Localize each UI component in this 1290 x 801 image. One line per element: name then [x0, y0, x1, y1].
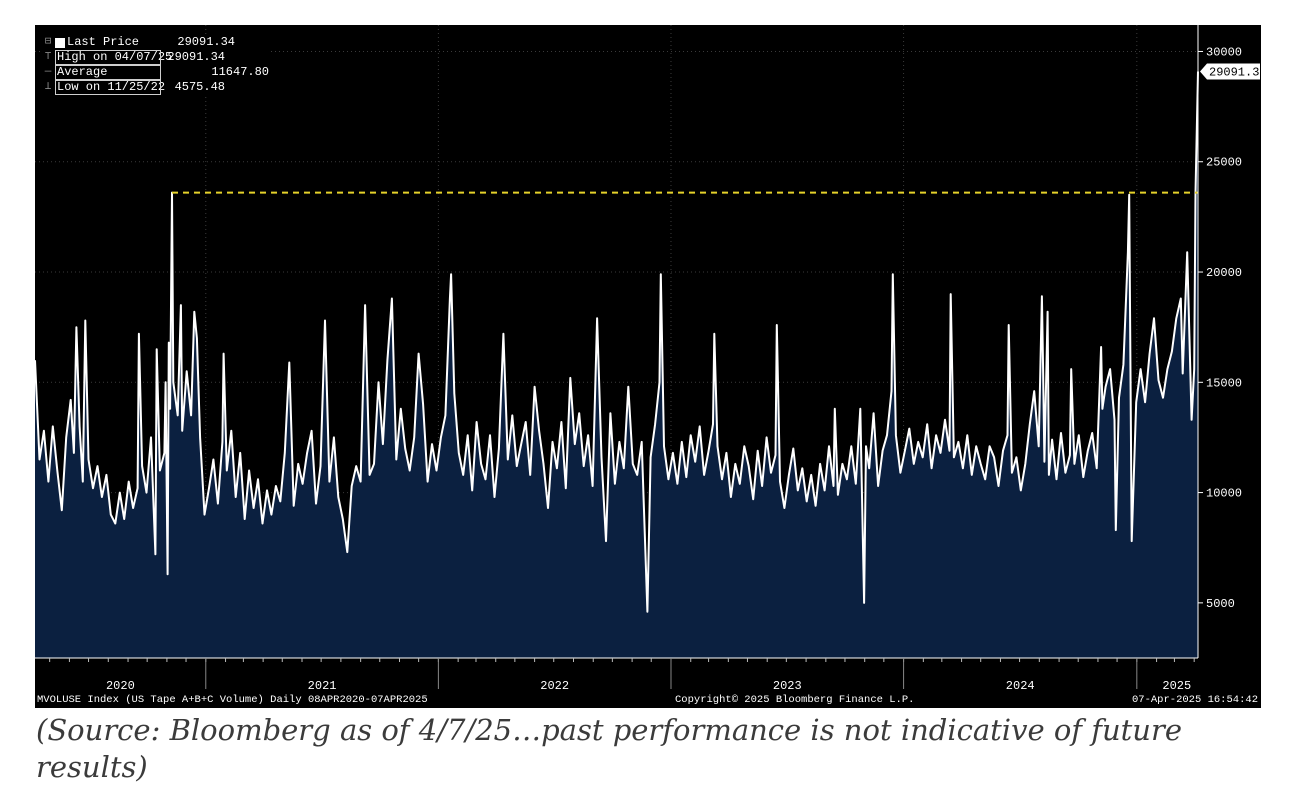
legend-value: 29091.34	[167, 50, 225, 64]
legend-value: 4575.48	[174, 80, 225, 94]
footer-timestamp: 07-Apr-2025 16:54:42	[1131, 694, 1258, 706]
chart-legend: ⊟ Last Price 29091.34 ⊤ High on 04/07/25…	[41, 35, 269, 95]
legend-row-high: ⊤ High on 04/07/25 29091.34	[41, 50, 269, 65]
legend-value: 29091.34	[177, 35, 235, 49]
y-tick-label: 15000	[1206, 376, 1242, 390]
chart-panel: 5000 10000 15000 20000 25000 30000 29091.34 202…	[35, 25, 1261, 708]
footer-index-info: MVOLUSE Index (US Tape A+B+C Volume) Dai…	[37, 694, 428, 706]
y-tick-label: 5000	[1206, 597, 1235, 611]
collapse-icon[interactable]: ⊟	[44, 36, 52, 48]
average-marker-icon: —	[44, 66, 52, 78]
legend-label: Low on 11/25/22	[55, 80, 166, 95]
legend-row-low: ⊥ Low on 11/25/22 4575.48	[41, 80, 269, 95]
y-tick-label: 10000	[1206, 487, 1242, 501]
y-tick-label: 25000	[1206, 156, 1242, 170]
footer-copyright: Copyright© 2025 Bloomberg Finance L.P.	[675, 694, 915, 706]
legend-label: Last Price	[67, 35, 140, 49]
legend-swatch-last-price	[55, 37, 65, 48]
legend-label: High on 04/07/25	[55, 50, 173, 65]
high-marker-icon: ⊤	[44, 51, 52, 63]
last-value-badge	[1200, 63, 1260, 80]
legend-row-last-price: ⊟ Last Price 29091.34	[41, 35, 269, 50]
chart-svg: 5000 10000 15000 20000 25000 30000 29091.34 202…	[35, 25, 1261, 693]
low-marker-icon: ⊥	[44, 81, 52, 93]
series-line	[35, 71, 1199, 613]
legend-value: 11647.80	[211, 65, 269, 79]
legend-label: Average	[55, 65, 161, 80]
source-caption: (Source: Bloomberg as of 4/7/25…past per…	[36, 713, 1183, 784]
series-area	[35, 71, 1198, 658]
y-tick-label: 30000	[1206, 45, 1242, 59]
x-tick-label: 2021	[308, 679, 337, 693]
legend-row-average: — Average 11647.80	[41, 65, 269, 80]
x-tick-label: 2020	[106, 679, 135, 693]
x-tick-label: 2023	[773, 679, 802, 693]
x-tick-label: 2024	[1006, 679, 1035, 693]
last-value-label: 29091.34	[1209, 66, 1261, 80]
y-tick-label: 20000	[1206, 266, 1242, 280]
x-tick-label: 2022	[540, 679, 569, 693]
legend-redaction-bar	[161, 67, 205, 78]
x-tick-label: 2025	[1162, 679, 1191, 693]
